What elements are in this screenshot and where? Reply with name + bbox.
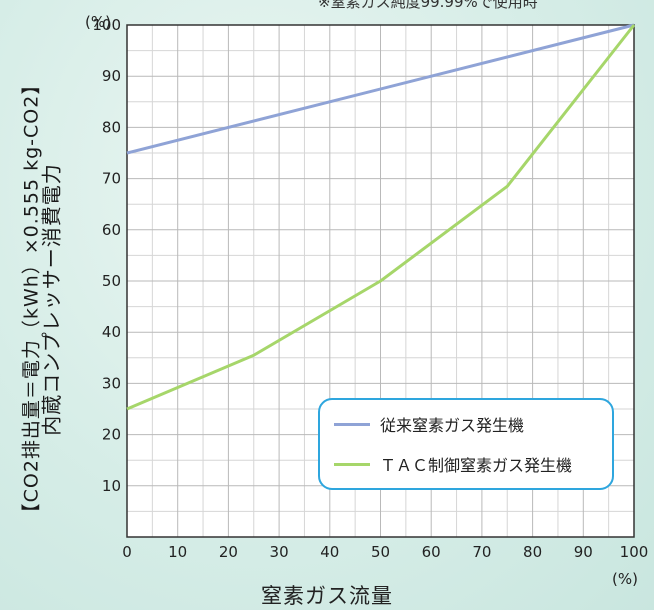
legend-swatch-tac — [334, 462, 370, 466]
x-axis-label: 窒素ガス流量 — [261, 584, 393, 608]
y-tick-label: 70 — [102, 170, 121, 188]
y-tick-label: 40 — [102, 323, 121, 341]
chart-note: ※窒素ガス純度99.99%で使用時 — [318, 0, 538, 11]
x-tick-label: 40 — [320, 543, 339, 561]
x-tick-label: 90 — [574, 543, 593, 561]
y-tick-label: 90 — [102, 67, 121, 85]
y-unit-label: (%) — [85, 13, 111, 31]
x-tick-label: 60 — [422, 543, 441, 561]
y-tick-label: 50 — [102, 272, 121, 290]
legend-swatch-conventional — [334, 422, 370, 426]
x-tick-label: 0 — [122, 543, 132, 561]
x-tick-label: 50 — [371, 543, 390, 561]
y-tick-label: 20 — [102, 426, 121, 444]
y-tick-label: 10 — [102, 477, 121, 495]
y-tick-label: 80 — [102, 118, 121, 136]
x-tick-label: 30 — [270, 543, 289, 561]
x-tick-label: 100 — [620, 543, 649, 561]
legend: 従来窒素ガス発生機 ＴＡＣ制御窒素ガス発生機 — [318, 398, 614, 490]
series-line-conventional — [126, 23, 635, 155]
legend-item-conventional: 従来窒素ガス発生機 — [334, 412, 524, 436]
plot-border — [126, 24, 635, 538]
series-line-tac — [126, 24, 636, 411]
x-tick-labels: 0 10 20 30 40 50 60 70 80 90 100 — [122, 543, 648, 561]
x-tick-label: 70 — [472, 543, 491, 561]
series-lines — [126, 23, 636, 411]
y-tick-label: 60 — [102, 221, 121, 239]
x-tick-label: 10 — [168, 543, 187, 561]
y-tick-label: 100 — [92, 16, 121, 34]
legend-label-tac: ＴＡＣ制御窒素ガス発生機 — [380, 456, 573, 475]
y-axis-label-secondary: 内蔵コンプレッサー消費電力 — [39, 163, 64, 436]
x-unit-label: (%) — [612, 570, 638, 588]
y-tick-labels: 10 20 30 40 50 60 70 80 90 100 — [92, 16, 121, 495]
legend-item-tac: ＴＡＣ制御窒素ガス発生機 — [334, 452, 572, 476]
x-tick-label: 80 — [523, 543, 542, 561]
x-tick-label: 20 — [219, 543, 238, 561]
y-tick-label: 30 — [102, 374, 121, 392]
legend-label-conventional: 従来窒素ガス発生機 — [380, 416, 525, 435]
